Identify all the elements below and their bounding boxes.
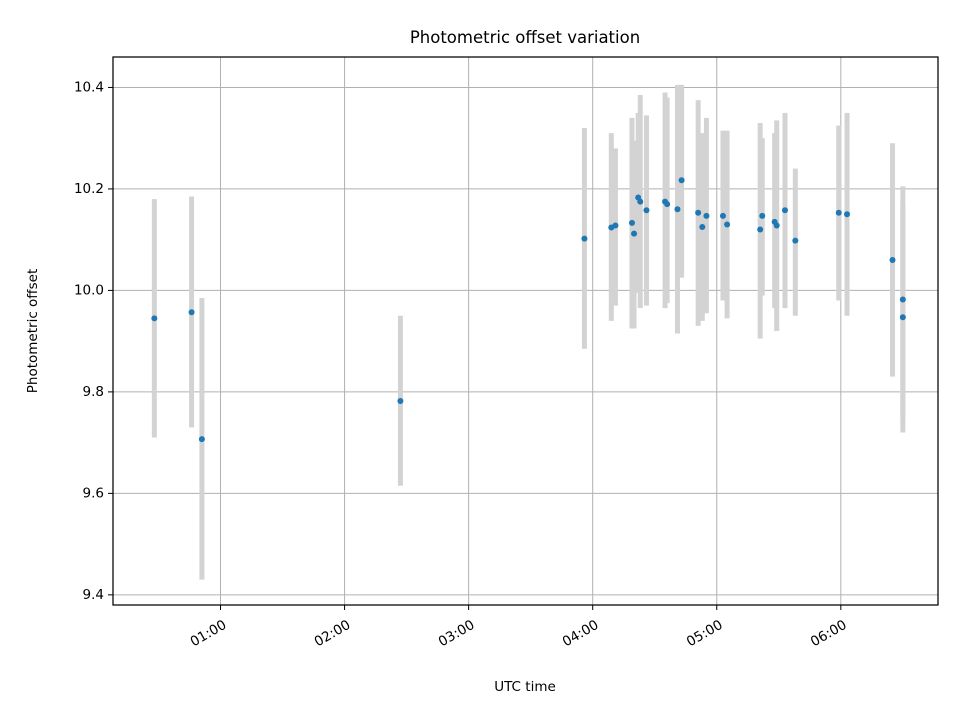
data-point [643, 207, 650, 214]
data-point [699, 223, 706, 230]
data-point [664, 201, 671, 208]
data-point [188, 309, 195, 316]
data-point [792, 237, 799, 244]
data-point [889, 256, 896, 263]
y-tick-label: 10.0 [74, 282, 104, 298]
data-point [757, 226, 764, 233]
data-point [781, 207, 788, 214]
data-point [628, 219, 635, 226]
data-point [198, 436, 205, 443]
data-point [899, 296, 906, 303]
chart-title: Photometric offset variation [410, 28, 640, 47]
y-tick-label: 10.2 [74, 181, 104, 197]
data-point [612, 222, 619, 229]
data-point [631, 230, 638, 237]
y-axis-title: Photometric offset [25, 269, 41, 393]
data-point [759, 212, 766, 219]
y-axis: 9.4 9.6 9.8 10.0 10.2 10.4 [74, 79, 113, 603]
data-point [397, 398, 404, 405]
data-point [695, 209, 702, 216]
x-axis-title: UTC time [494, 679, 556, 695]
y-tick-label: 9.8 [83, 384, 104, 400]
data-point [835, 209, 842, 216]
data-point [674, 206, 681, 213]
y-tick-label: 9.6 [83, 485, 104, 501]
data-point [678, 177, 685, 184]
data-points [151, 177, 906, 443]
plot-frame [112, 56, 939, 606]
data-point [703, 212, 710, 219]
data-point [151, 315, 158, 322]
data-point [899, 314, 906, 321]
data-point [581, 235, 588, 242]
y-tick-label: 9.4 [83, 587, 104, 603]
y-tick-label: 10.4 [74, 79, 104, 95]
data-point [724, 221, 731, 228]
data-point [773, 222, 780, 229]
data-point [719, 212, 726, 219]
data-point [637, 198, 644, 205]
data-point [844, 211, 851, 218]
